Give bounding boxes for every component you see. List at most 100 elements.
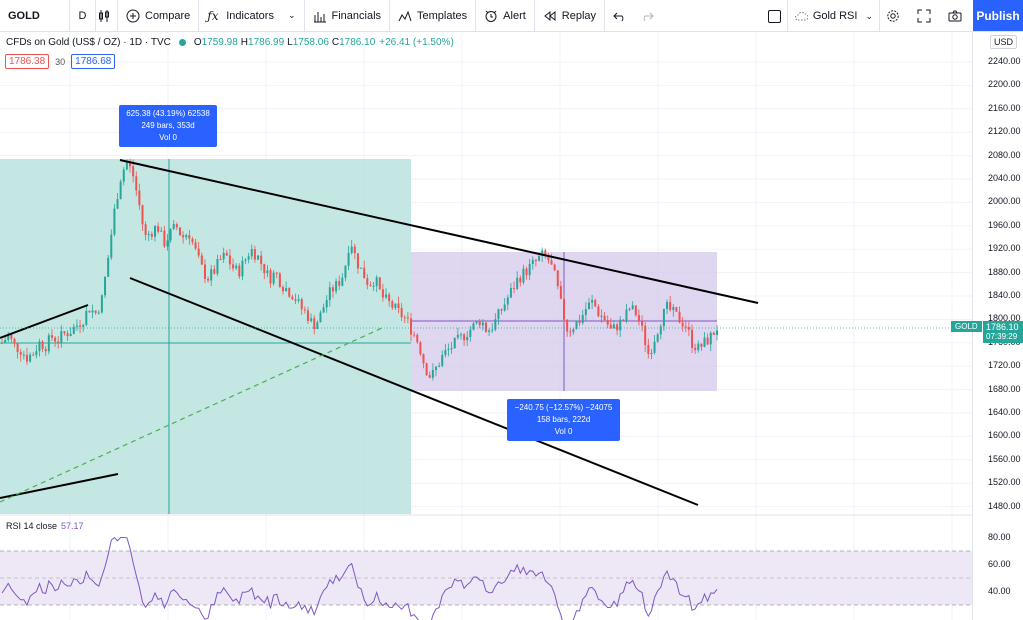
candle-body — [250, 249, 253, 257]
lower-trendline[interactable] — [129, 277, 699, 506]
market-status-dot — [178, 39, 186, 46]
price-chart[interactable] — [0, 32, 972, 620]
candle-body — [612, 324, 615, 329]
settings-button[interactable] — [880, 0, 911, 32]
candle-body — [531, 259, 534, 265]
measure-down-line1: −240.75 (−12.57%) −24075 — [514, 403, 613, 412]
currency-selector[interactable]: USD — [990, 35, 1018, 49]
chart-type-button[interactable] — [96, 0, 118, 32]
candle-body — [194, 242, 197, 249]
candle-body — [253, 249, 256, 260]
left-trendline-upper[interactable] — [0, 304, 89, 339]
candle-body — [700, 343, 703, 347]
compare-button[interactable]: Compare — [118, 0, 200, 32]
spread-value: 30 — [55, 56, 66, 67]
candle-body — [503, 304, 506, 311]
price-tick: 1600.00 — [988, 430, 1021, 441]
candle-body — [444, 349, 447, 355]
candle-body — [94, 310, 97, 313]
buy-price-button[interactable]: 1786.68 — [71, 54, 116, 69]
candle-body — [594, 300, 597, 307]
expand-button[interactable] — [911, 0, 942, 32]
alert-button[interactable]: Alert — [476, 0, 535, 32]
candle-body — [331, 287, 334, 292]
rsi-tick: 40.00 — [988, 586, 1011, 596]
chart-legend: CFDs on Gold (US$ / OZ) · 1D · TVC O 175… — [6, 37, 454, 48]
candle-body — [16, 343, 19, 352]
candle-body — [22, 354, 25, 356]
price-tick: 1840.00 — [988, 290, 1021, 300]
candlestick-series — [1, 158, 718, 381]
candle-body — [416, 334, 419, 343]
candle-body — [656, 334, 659, 342]
candle-body — [91, 310, 94, 313]
candle-body — [709, 332, 712, 345]
candle-body — [328, 287, 331, 301]
candle-body — [44, 349, 47, 352]
measure-down-line3: Vol 0 — [554, 427, 573, 436]
candle-body — [681, 322, 684, 327]
candle-body — [541, 250, 544, 257]
price-tick: 2240.00 — [988, 56, 1021, 66]
candle-body — [294, 299, 297, 301]
candle-body — [60, 331, 63, 343]
candle-body — [547, 255, 550, 261]
candle-body — [54, 337, 57, 342]
candle-body — [469, 329, 472, 338]
templates-button[interactable]: Templates — [390, 0, 477, 32]
bar-chart-icon — [313, 9, 327, 23]
candle-body — [587, 302, 590, 310]
layout-menu-button[interactable]: Gold RSI ⌄ — [786, 0, 880, 32]
fullscreen-toggle[interactable] — [762, 0, 787, 32]
price-tick: 1560.00 — [988, 453, 1021, 464]
measure-up-box[interactable] — [0, 159, 411, 514]
candle-body — [372, 285, 375, 287]
candle-body — [1, 342, 3, 344]
financials-button[interactable]: Financials — [305, 0, 391, 32]
function-icon: ƒx — [207, 8, 219, 23]
indicators-button[interactable]: ƒx Indicators ⌄ — [199, 0, 305, 32]
candle-body — [110, 234, 113, 258]
candle-body — [207, 278, 210, 281]
undo-button[interactable] — [605, 0, 640, 32]
replay-button[interactable]: Replay — [535, 0, 606, 32]
candle-body — [419, 342, 422, 355]
candle-body — [456, 334, 459, 338]
redo-button[interactable] — [640, 0, 667, 32]
candle-body — [175, 224, 178, 228]
interval-button[interactable]: D — [70, 0, 96, 32]
candle-body — [228, 255, 231, 265]
candle-body — [278, 273, 281, 287]
measure-up-label: 625.38 (43.19%) 62538 249 bars, 353d Vol… — [119, 105, 217, 147]
candle-body — [138, 190, 141, 206]
candle-body — [100, 295, 103, 313]
chevron-down-icon: ⌄ — [287, 10, 296, 20]
candle-body — [341, 277, 344, 286]
candle-body — [222, 252, 225, 260]
rsi-tick: 60.00 — [988, 559, 1011, 569]
candle-body — [203, 264, 206, 279]
candle-body — [316, 322, 319, 330]
price-tick: 1880.00 — [988, 266, 1021, 277]
upper-trendline[interactable] — [119, 159, 759, 304]
candle-body — [397, 303, 400, 309]
candle-body — [550, 260, 553, 265]
layout-name: Gold RSI — [812, 10, 858, 22]
dashed-trendline[interactable] — [0, 327, 383, 503]
symbol-search-button[interactable]: GOLD — [0, 0, 70, 32]
publish-button[interactable]: Publish — [973, 0, 1023, 31]
snapshot-button[interactable] — [942, 0, 973, 32]
candle-body — [210, 269, 213, 281]
sell-price-button[interactable]: 1786.38 — [5, 54, 50, 69]
candle-body — [338, 281, 341, 286]
candle-body — [697, 343, 700, 351]
left-trendline-lower[interactable] — [0, 473, 119, 499]
candle-body — [216, 259, 219, 274]
measure-up-line3: Vol 0 — [159, 133, 177, 142]
candle-body — [282, 286, 285, 292]
candle-body — [556, 270, 559, 287]
candle-body — [428, 375, 431, 378]
candle-body — [260, 255, 263, 264]
candle-body — [297, 299, 300, 301]
candle-body — [235, 265, 238, 269]
